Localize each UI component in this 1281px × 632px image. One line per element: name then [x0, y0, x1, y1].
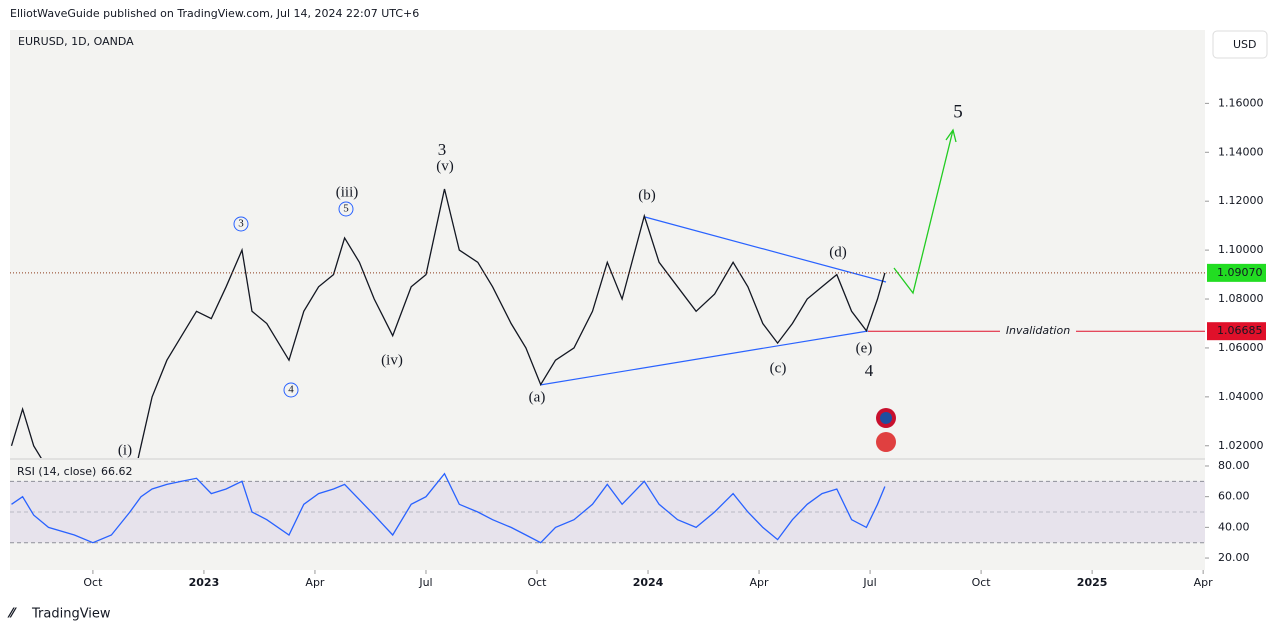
invalidation-label: 1.06685 — [1217, 324, 1263, 337]
y-tick-label: 80.00 — [1218, 459, 1250, 472]
price-line — [10, 188, 886, 458]
event-icon-inner — [880, 412, 892, 424]
wave-label: (e) — [856, 340, 873, 356]
symbol: EURUSD, 1D, OANDA — [18, 35, 134, 48]
wave-label: 5 — [343, 203, 349, 215]
y-tick-label: 1.04000 — [1218, 390, 1264, 403]
x-tick-label: Jul — [418, 576, 432, 589]
wave-label: (iv) — [381, 352, 403, 368]
x-tick-label: 2023 — [189, 576, 220, 589]
x-tick-label: Apr — [750, 576, 770, 589]
wave-label: (iii) — [336, 184, 359, 200]
footer-brand: TradingView — [31, 607, 111, 622]
y-tick-label: 60.00 — [1218, 490, 1250, 503]
x-tick-label: Oct — [83, 576, 103, 589]
wave-label: (d) — [829, 244, 847, 260]
wave-lines — [539, 128, 957, 452]
wave-label: 3 — [438, 140, 447, 159]
invalidation-text: Invalidation — [1006, 324, 1070, 337]
x-tick-label: Oct — [527, 576, 547, 589]
x-tick-label: Oct — [972, 576, 992, 589]
upper-trendline — [644, 216, 887, 283]
y-tick-label: 1.06000 — [1218, 341, 1264, 354]
publisher: ElliotWaveGuide published on TradingView… — [10, 7, 419, 20]
currency-button[interactable] — [1212, 30, 1268, 59]
y-tick-label: 40.00 — [1218, 520, 1250, 533]
projection — [893, 129, 954, 295]
wave-label: 5 — [953, 101, 963, 122]
wave-label: 4 — [288, 384, 294, 396]
wave-circle — [283, 382, 299, 398]
y-tick-label: 1.02000 — [1218, 439, 1264, 452]
x-tick-label: Jul — [862, 576, 876, 589]
currency: USD — [1233, 38, 1257, 51]
wave-label: (c) — [770, 360, 787, 376]
logo: ⁄⁄ — [7, 607, 17, 622]
wave-label: (a) — [529, 389, 546, 405]
lower-trendline — [539, 330, 869, 386]
x-tick-label: 2024 — [633, 576, 664, 589]
wave-label: (b) — [638, 187, 656, 203]
invalidation-tag — [1207, 322, 1266, 341]
plot-background — [10, 30, 1205, 570]
projection-arrow — [945, 128, 957, 143]
price-line — [11, 472, 886, 544]
y-tick-label: 1.14000 — [1218, 145, 1264, 158]
y-tick-label: 1.12000 — [1218, 194, 1264, 207]
x-tick-label: Apr — [305, 576, 325, 589]
y-tick-label: 1.08000 — [1218, 292, 1264, 305]
wave-label: 3 — [238, 218, 244, 230]
x-tick-label: 2025 — [1077, 576, 1108, 589]
invalidation-label-bg — [1000, 323, 1076, 340]
y-tick-label: 1.10000 — [1218, 243, 1264, 256]
rsi-title: RSI (14, close) — [17, 465, 96, 478]
wave-circle — [338, 201, 354, 217]
last-price-label: 1.09070 — [1217, 266, 1263, 279]
last-price-tag — [1207, 263, 1266, 282]
wave-label: (v) — [436, 158, 454, 174]
event-icon[interactable] — [876, 432, 896, 452]
wave-label: (i) — [118, 442, 132, 458]
x-tick-label: Apr — [1194, 576, 1214, 589]
y-tick-label: 20.00 — [1218, 551, 1250, 564]
y-tick-label: 1.16000 — [1218, 96, 1264, 109]
rsi-value: 66.62 — [101, 465, 133, 478]
wave-label: 4 — [865, 361, 874, 380]
wave-circle — [233, 216, 249, 232]
